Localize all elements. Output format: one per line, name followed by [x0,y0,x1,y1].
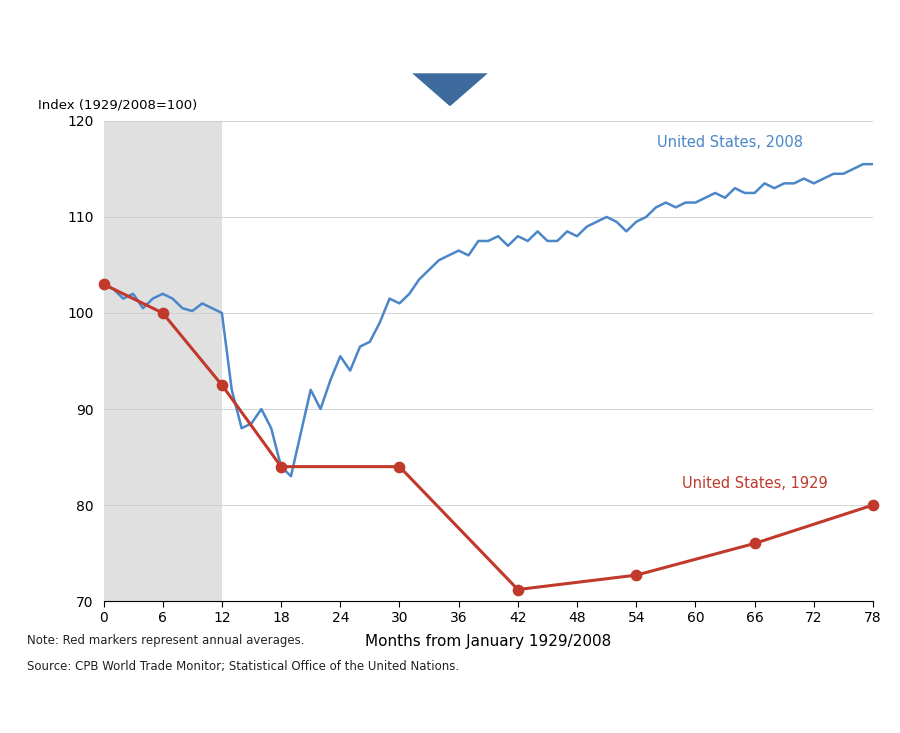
Point [629,570,643,581]
Point [747,537,761,549]
Point [215,379,230,391]
Polygon shape [412,73,488,106]
Point [96,279,111,290]
Text: United States, 2008: United States, 2008 [657,135,803,150]
Text: GLOBAL TRADE FLOWS: GLOBAL TRADE FLOWS [236,22,664,55]
Point [156,307,170,319]
Point [510,583,525,595]
Text: Index (1929/2008=100): Index (1929/2008=100) [38,98,197,111]
Point [274,461,288,473]
X-axis label: Months from January 1929/2008: Months from January 1929/2008 [365,634,611,649]
Text: United States, 1929: United States, 1929 [681,476,827,490]
Point [866,499,880,511]
Bar [104,121,222,601]
Text: Source: CPB World Trade Monitor; Statistical Office of the United Nations.: Source: CPB World Trade Monitor; Statist… [27,660,459,673]
Point [392,461,407,473]
Text: Note: Red markers represent annual averages.: Note: Red markers represent annual avera… [27,634,304,647]
